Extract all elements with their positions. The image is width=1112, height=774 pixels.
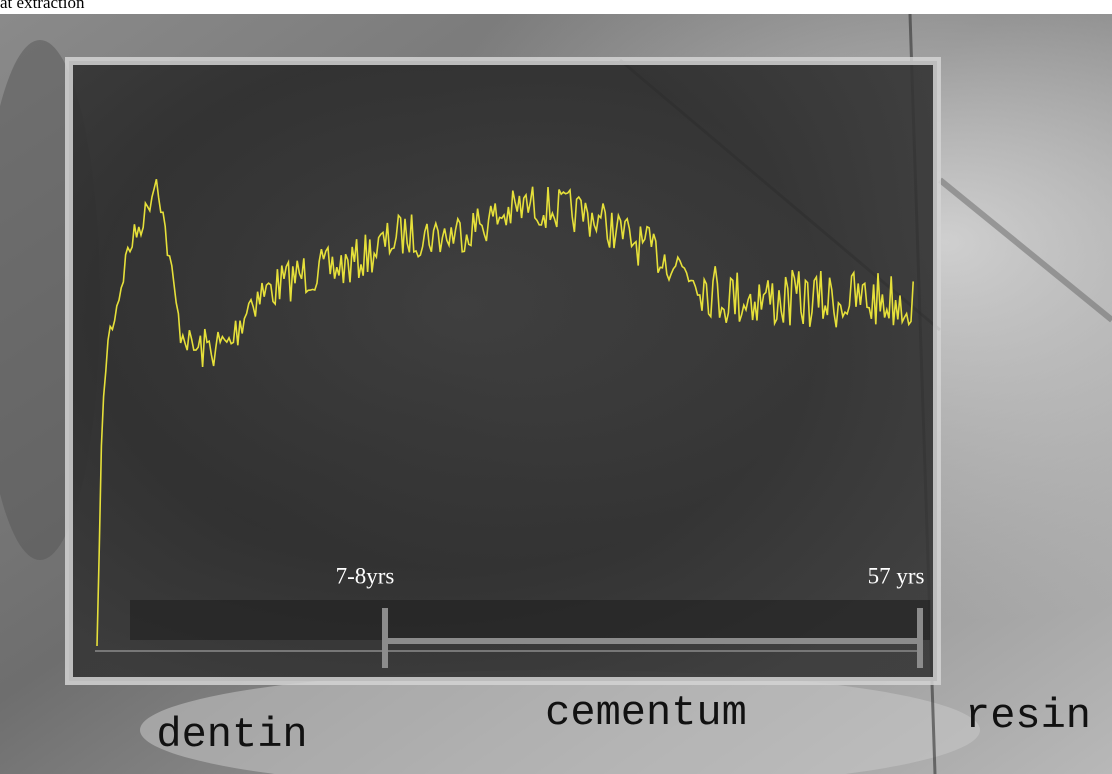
- figure: at extraction 7-8yrs 57 yrs dentin cemen…: [0, 0, 1112, 774]
- region-label: cementum: [545, 689, 747, 737]
- plot-area: [69, 61, 937, 681]
- region-label: dentin: [156, 711, 307, 759]
- age-label: 7-8yrs: [336, 563, 395, 588]
- age-label: 57 yrs: [868, 563, 925, 588]
- page: at extraction 7-8yrs 57 yrs dentin cemen…: [0, 0, 1112, 774]
- region-label: resin: [965, 692, 1091, 740]
- caption: at extraction: [0, 0, 85, 12]
- shadow-band: [130, 600, 930, 640]
